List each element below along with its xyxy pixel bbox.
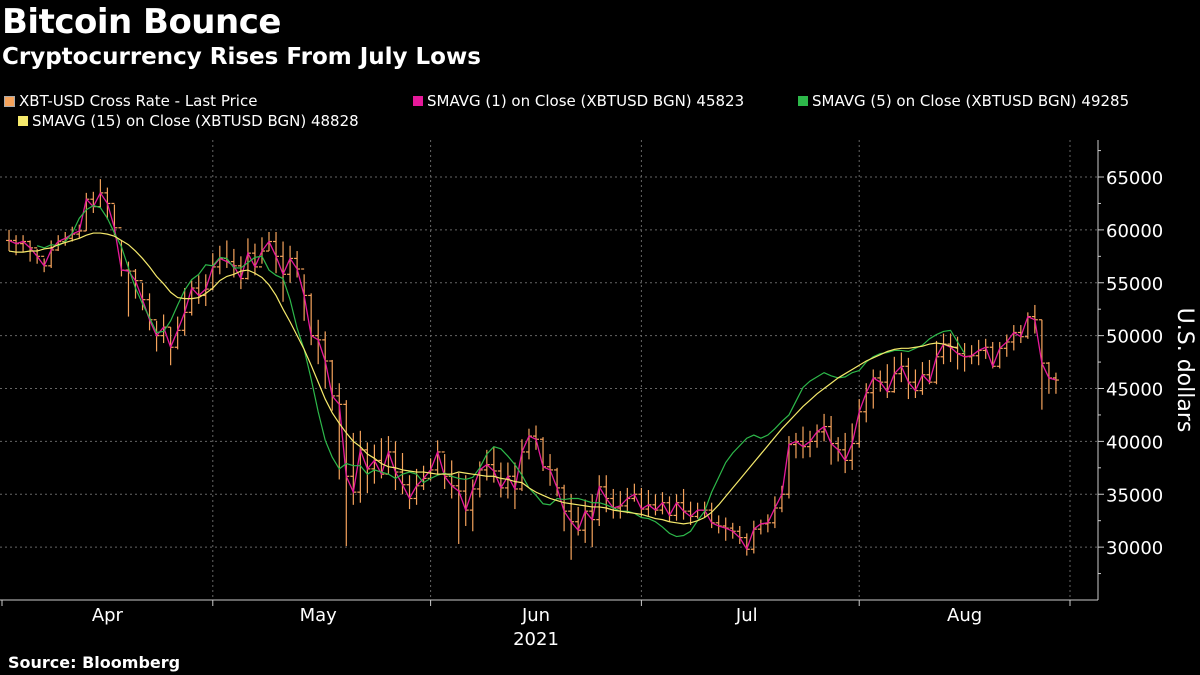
legend-label-smavg-1: SMAVG (1) on Close (XBTUSD BGN) 45823 bbox=[427, 92, 745, 110]
legend-item-smavg-15: SMAVG (15) on Close (XBTUSD BGN) 48828 bbox=[18, 112, 359, 130]
legend-item-smavg-5: SMAVG (5) on Close (XBTUSD BGN) 49285 bbox=[798, 92, 1129, 110]
y-tick-label: 50000 bbox=[1106, 327, 1163, 348]
legend-swatch-smavg-15 bbox=[18, 116, 28, 126]
legend-label-smavg-15: SMAVG (15) on Close (XBTUSD BGN) 48828 bbox=[32, 112, 359, 130]
x-tick-label: Apr bbox=[92, 605, 124, 626]
legend-label-last-price: XBT-USD Cross Rate - Last Price bbox=[19, 92, 258, 110]
smavg-5-line bbox=[36, 204, 966, 538]
source-note: Source: Bloomberg bbox=[8, 653, 181, 672]
y-tick-label: 65000 bbox=[1106, 168, 1163, 189]
y-tick-label: 40000 bbox=[1106, 432, 1163, 453]
x-tick-label: May bbox=[300, 605, 338, 626]
legend-swatch-last-price bbox=[4, 95, 15, 107]
chart-subtitle: Cryptocurrency Rises From July Lows bbox=[2, 44, 481, 70]
y-tick-label: 45000 bbox=[1106, 380, 1163, 401]
chart-title: Bitcoin Bounce bbox=[2, 2, 281, 42]
smavg-15-line bbox=[8, 232, 958, 525]
x-tick-label: Jul bbox=[735, 605, 758, 626]
y-tick-label: 35000 bbox=[1106, 485, 1163, 506]
legend-item-last-price: XBT-USD Cross Rate - Last Price bbox=[4, 92, 257, 110]
ohlc-bars bbox=[6, 179, 1059, 560]
smavg-1-line bbox=[8, 191, 1057, 551]
y-axis-label: U.S. dollars bbox=[1172, 308, 1197, 433]
y-tick-label: 60000 bbox=[1106, 221, 1163, 242]
y-tick-label: 55000 bbox=[1106, 274, 1163, 295]
legend-swatch-smavg-1 bbox=[413, 96, 423, 106]
x-tick-label: Aug bbox=[947, 605, 982, 626]
legend-item-smavg-1: SMAVG (1) on Close (XBTUSD BGN) 45823 bbox=[413, 92, 744, 110]
legend-swatch-smavg-5 bbox=[798, 96, 808, 106]
x-tick-label: Jun bbox=[521, 605, 550, 626]
moving-average-lines bbox=[8, 191, 1057, 551]
chart-axes: 30000 35000 40000 45000 50000 55000 60000 65000… bbox=[0, 140, 1163, 626]
y-tick-label: 30000 bbox=[1106, 538, 1163, 559]
legend-label-smavg-5: SMAVG (5) on Close (XBTUSD BGN) 49285 bbox=[812, 92, 1130, 110]
x-axis-year-label: 2021 bbox=[513, 629, 559, 650]
